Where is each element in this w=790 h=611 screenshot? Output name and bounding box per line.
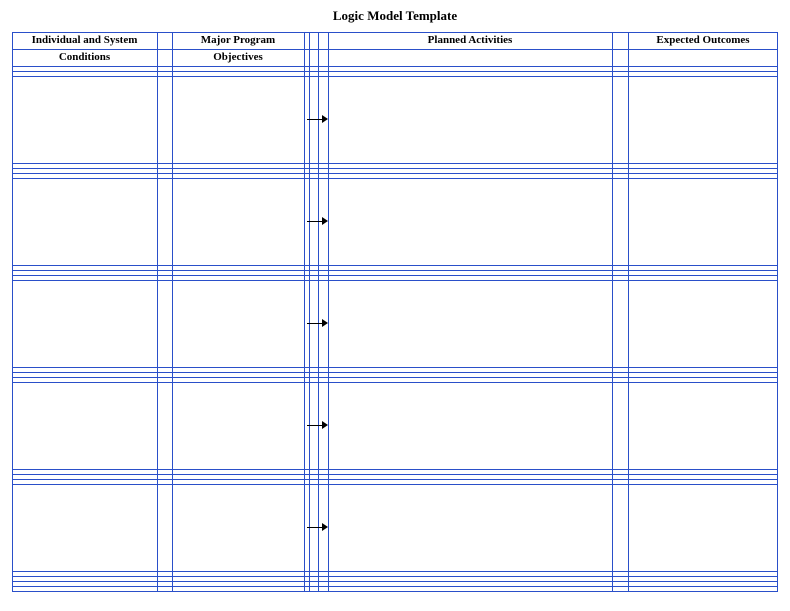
hline: [12, 474, 778, 475]
hline: [12, 576, 778, 577]
header-conditions-l1: Individual and System: [12, 34, 157, 47]
header-objectives-l2: Objectives: [172, 51, 304, 64]
vline: [304, 32, 305, 592]
vline: [777, 32, 778, 592]
hline: [12, 71, 778, 72]
vline: [12, 32, 13, 592]
hline: [12, 377, 778, 378]
header-activities: Planned Activities: [328, 34, 612, 47]
hline: [12, 581, 778, 582]
arrow-icon: [307, 319, 329, 329]
hline: [12, 367, 778, 368]
hline: [12, 76, 778, 77]
header-objectives-l1: Major Program: [172, 34, 304, 47]
hline: [12, 571, 778, 572]
header-outcomes: Expected Outcomes: [628, 34, 778, 47]
hline: [12, 49, 778, 50]
hline: [12, 479, 778, 480]
hline: [12, 382, 778, 383]
hline: [12, 280, 778, 281]
logic-model-grid: Individual and System Conditions Major P…: [12, 32, 778, 592]
arrow-icon: [307, 115, 329, 125]
page-title: Logic Model Template: [12, 8, 778, 24]
header-conditions-l2: Conditions: [12, 51, 157, 64]
hline: [12, 586, 778, 587]
hline: [12, 178, 778, 179]
hline: [12, 265, 778, 266]
hline: [12, 469, 778, 470]
arrow-icon: [307, 217, 329, 227]
arrow-icon: [307, 421, 329, 431]
vline: [612, 32, 613, 592]
vline: [628, 32, 629, 592]
vline: [157, 32, 158, 592]
hline: [12, 484, 778, 485]
hline: [12, 591, 778, 592]
vline: [172, 32, 173, 592]
hline: [12, 168, 778, 169]
hline: [12, 66, 778, 67]
hline: [12, 32, 778, 33]
hline: [12, 163, 778, 164]
hline: [12, 270, 778, 271]
hline: [12, 372, 778, 373]
arrow-icon: [307, 523, 329, 533]
hline: [12, 173, 778, 174]
hline: [12, 275, 778, 276]
